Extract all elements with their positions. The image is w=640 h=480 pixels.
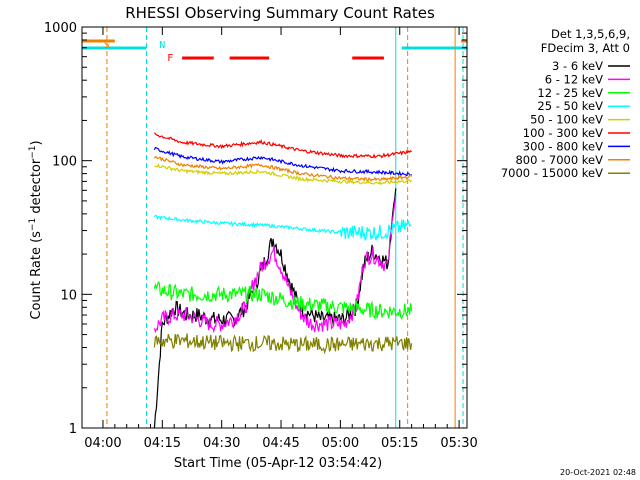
series-line-25-50-kev [153,214,412,241]
x-tick-label: 04:45 [262,436,299,451]
y-tick-label: 10 [60,288,77,303]
series-line-12-25-kev [153,280,413,321]
legend-header-line1: Det 1,3,5,6,9, [551,27,630,41]
legend-label: 25 - 50 keV [537,99,603,113]
plot-background: S NF [82,27,467,428]
annotation-f: F [167,53,173,64]
series-line-300-800-kev [153,146,413,177]
y-tick-label: 1 [69,422,77,437]
series-line-3-6-kev [153,188,397,429]
series-line-6-12-kev [153,195,397,334]
footer-date: 20-Oct-2021 02:48 [560,468,636,477]
annotation-n: N [159,40,165,51]
series-line-50-100-kev [154,162,413,186]
x-tick-label: 05:15 [381,436,418,451]
legend-label: 300 - 800 keV [523,139,603,153]
chart-title: RHESSI Observing Summary Count Rates [125,4,435,22]
axes: 04:00 04:15 04:30 04:45 05:00 05:15 05:30 1 10 10… [44,21,478,451]
series-line-7000-15000-kev [153,333,413,355]
legend-label: 6 - 12 keV [545,72,603,86]
series-layer [153,132,413,429]
legend-label: 800 - 7000 keV [515,153,603,167]
legend-label: 7000 - 15000 keV [501,166,603,180]
legend-label: 3 - 6 keV [552,59,603,73]
x-axis-label: Start Time (05-Apr-12 03:54:42) [174,456,382,471]
annotation-s: S [104,40,110,51]
series-line-100-300-kev [153,132,412,159]
x-tick-label: 05:30 [440,436,477,451]
y-tick-label: 100 [52,155,77,170]
legend-label: 12 - 25 keV [537,86,603,100]
y-tick-label: 1000 [44,21,77,36]
legend-label: 50 - 100 keV [530,113,603,127]
x-tick-label: 04:15 [144,436,181,451]
series-line-800-7000-kev [153,155,413,182]
x-tick-label: 05:00 [322,436,359,451]
legend-label: 100 - 300 keV [523,126,603,140]
legend-header-line2: FDecim 3, Att 0 [541,41,630,55]
plot-frame [81,26,468,429]
x-tick-label: 04:30 [203,436,240,451]
x-tick-label: 04:00 [84,436,121,451]
y-axis-label: Count Rate (s−1 detector−1) [28,140,44,319]
